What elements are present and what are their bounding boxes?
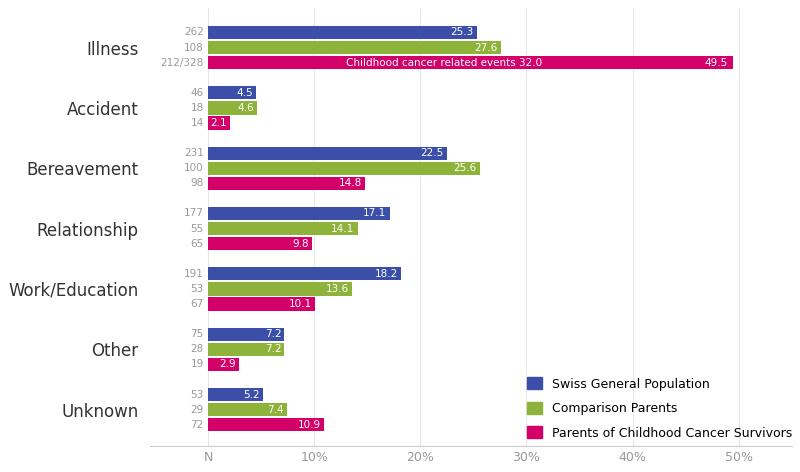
Text: 108: 108 (184, 42, 204, 52)
Text: 7.2: 7.2 (265, 329, 282, 339)
Text: 7.2: 7.2 (265, 344, 282, 354)
Text: 14.8: 14.8 (338, 178, 362, 188)
Text: 27.6: 27.6 (474, 42, 498, 52)
Text: 25.6: 25.6 (454, 163, 477, 173)
Bar (208, 418, 324, 431)
Text: 262: 262 (184, 27, 204, 37)
Text: 2.1: 2.1 (210, 118, 227, 128)
Text: 177: 177 (184, 209, 204, 219)
Bar (208, 26, 477, 39)
Text: 53: 53 (190, 284, 204, 294)
Bar (208, 101, 257, 115)
Bar (208, 146, 447, 160)
Bar (208, 267, 401, 280)
Bar (208, 358, 239, 371)
Text: 65: 65 (190, 239, 204, 249)
Text: 191: 191 (184, 269, 204, 279)
Text: 49.5: 49.5 (705, 58, 728, 67)
Text: 25.3: 25.3 (450, 27, 474, 37)
Text: 55: 55 (190, 224, 204, 234)
Bar (208, 328, 285, 341)
Bar (208, 343, 285, 356)
Text: 4.6: 4.6 (237, 103, 254, 113)
Text: 2.9: 2.9 (219, 359, 236, 370)
Text: 46: 46 (190, 88, 204, 98)
Bar (208, 222, 358, 235)
Text: 14.1: 14.1 (331, 224, 354, 234)
Bar (208, 207, 390, 220)
Text: 18: 18 (190, 103, 204, 113)
Text: 13.6: 13.6 (326, 284, 349, 294)
Text: 7.4: 7.4 (266, 405, 283, 414)
Legend: Swiss General Population, Comparison Parents, Parents of Childhood Cancer Surviv: Swiss General Population, Comparison Par… (526, 377, 792, 439)
Text: 67: 67 (190, 299, 204, 309)
Text: 18.2: 18.2 (374, 269, 398, 279)
Text: 212/328: 212/328 (161, 58, 204, 67)
Bar (208, 177, 365, 190)
Text: 17.1: 17.1 (363, 209, 386, 219)
Bar (208, 41, 501, 54)
Bar (208, 56, 734, 69)
Text: 4.5: 4.5 (236, 88, 253, 98)
Text: 100: 100 (184, 163, 204, 173)
Bar (208, 161, 480, 175)
Text: 10.1: 10.1 (289, 299, 312, 309)
Text: 14: 14 (190, 118, 204, 128)
Text: 98: 98 (190, 178, 204, 188)
Text: Childhood cancer related events 32.0: Childhood cancer related events 32.0 (346, 58, 542, 67)
Text: 28: 28 (190, 344, 204, 354)
Text: 231: 231 (184, 148, 204, 158)
Text: 9.8: 9.8 (292, 239, 309, 249)
Text: 10.9: 10.9 (298, 420, 321, 430)
Text: 29: 29 (190, 405, 204, 414)
Text: 75: 75 (190, 329, 204, 339)
Text: 53: 53 (190, 389, 204, 399)
Bar (208, 388, 263, 401)
Text: 72: 72 (190, 420, 204, 430)
Bar (208, 237, 312, 250)
Bar (208, 282, 352, 295)
Bar (208, 297, 315, 311)
Bar (208, 403, 286, 416)
Bar (208, 116, 230, 130)
Bar (208, 86, 256, 100)
Text: 5.2: 5.2 (243, 389, 260, 399)
Text: 19: 19 (190, 359, 204, 370)
Text: 22.5: 22.5 (420, 148, 444, 158)
